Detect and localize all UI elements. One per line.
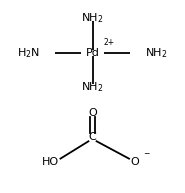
Text: O: O: [130, 157, 139, 167]
Text: H$_2$N: H$_2$N: [17, 46, 40, 60]
Text: NH$_2$: NH$_2$: [145, 46, 168, 60]
Text: 2+: 2+: [103, 38, 115, 47]
Text: Pd: Pd: [85, 48, 100, 58]
Text: HO: HO: [42, 157, 59, 167]
Text: NH$_2$: NH$_2$: [81, 12, 104, 25]
Text: NH$_2$: NH$_2$: [81, 80, 104, 94]
Text: C: C: [89, 132, 96, 142]
Text: −: −: [143, 149, 149, 158]
Text: O: O: [88, 108, 97, 118]
